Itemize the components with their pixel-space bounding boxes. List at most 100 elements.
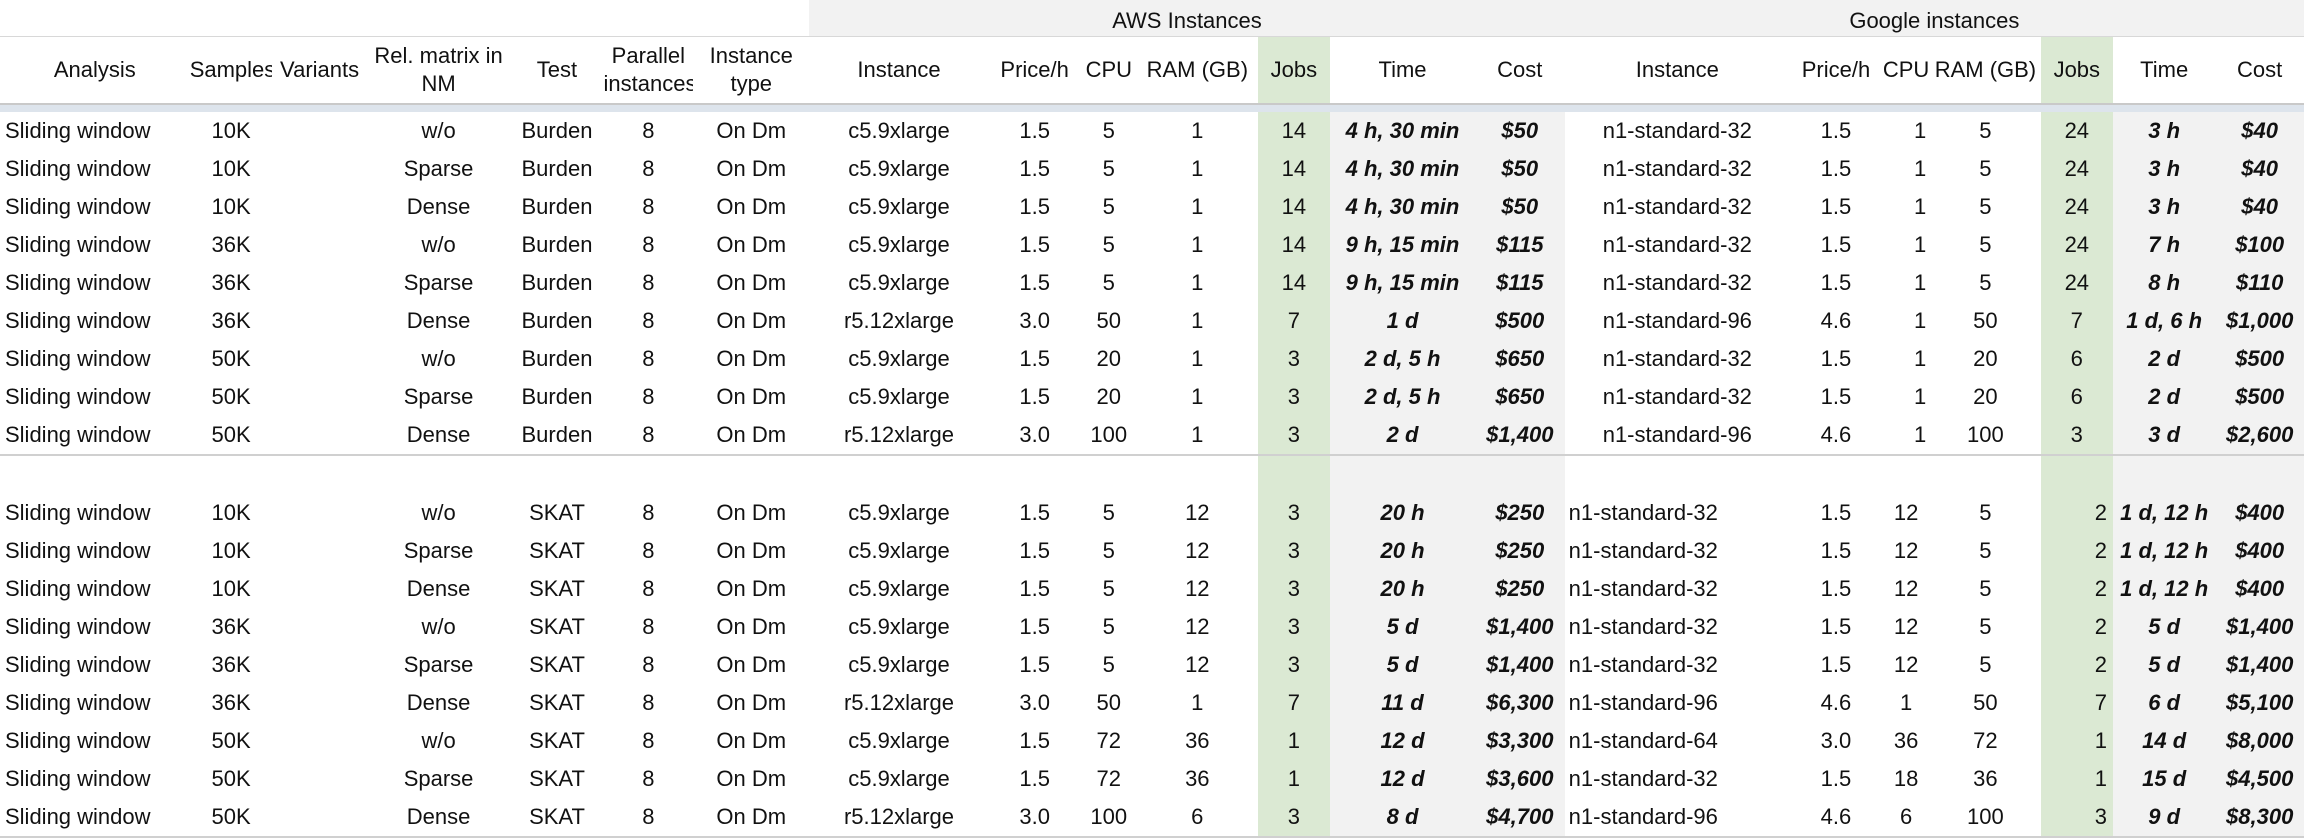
cell-samples: 50K bbox=[211, 346, 251, 371]
cell-analysis: Sliding window bbox=[5, 232, 151, 257]
cell-aws-cost: $50 bbox=[1474, 150, 1565, 188]
cell-test: Burden bbox=[510, 416, 604, 456]
cell-aws-time: 2 d, 5 h bbox=[1330, 378, 1475, 416]
col-test: Test bbox=[510, 36, 604, 105]
cell-google-jobs: 24 bbox=[2040, 264, 2114, 302]
cell-google-ram: 50 bbox=[1973, 308, 1998, 333]
cell-google-time: 8 h bbox=[2113, 264, 2216, 302]
cell-aws-ram: 1 bbox=[1191, 270, 1204, 295]
cell-google-instance: n1-standard-32 bbox=[1602, 156, 1752, 181]
cell-rel-matrix: Dense bbox=[366, 416, 511, 456]
cell-analysis: Sliding window bbox=[5, 652, 151, 677]
cell-google-ram: 5 bbox=[1979, 194, 1992, 219]
cell-aws-cpu: 100 bbox=[1080, 416, 1137, 456]
cell-aws-jobs: 1 bbox=[1257, 722, 1331, 760]
cell-google-ram: 20 bbox=[1973, 346, 1998, 371]
cell-aws-jobs: 3 bbox=[1257, 608, 1331, 646]
cell-aws-cost: $1,400 bbox=[1474, 646, 1565, 684]
cell-test: SKAT bbox=[529, 652, 585, 677]
cell-google-jobs: 2 bbox=[2040, 608, 2114, 646]
cell-aws-price: 3.0 bbox=[988, 416, 1081, 456]
col-instance-type: Instance type bbox=[693, 36, 810, 105]
cell-variants bbox=[272, 494, 366, 532]
cell-test: SKAT bbox=[529, 500, 585, 525]
cell-samples: 10K bbox=[211, 156, 251, 181]
cell-google-instance: n1-standard-32 bbox=[1602, 270, 1752, 295]
cell-variants bbox=[272, 646, 366, 684]
cell-aws-cost: $250 bbox=[1474, 494, 1565, 532]
col-aws-price: Price/h bbox=[988, 36, 1081, 105]
cell-aws-price: 1.5 bbox=[1019, 232, 1050, 257]
cell-aws-instance: r5.12xlarge bbox=[809, 416, 989, 456]
cell-google-time: 6 d bbox=[2113, 684, 2216, 722]
cell-instance-type: On Dm bbox=[716, 576, 787, 601]
cell-google-jobs: 3 bbox=[2040, 416, 2114, 456]
cell-google-jobs: 24 bbox=[2040, 150, 2114, 188]
cell-aws-price: 1.5 bbox=[1019, 118, 1050, 143]
cell-google-cost: $5,100 bbox=[2215, 684, 2304, 722]
cell-google-cost: $400 bbox=[2215, 532, 2304, 570]
cell-aws-time: 9 h, 15 min bbox=[1330, 264, 1475, 302]
cell-samples: 10K bbox=[211, 538, 251, 563]
col-aws-time: Time bbox=[1330, 36, 1475, 105]
cell-instance-type: On Dm bbox=[716, 500, 787, 525]
cell-aws-jobs: 3 bbox=[1257, 494, 1331, 532]
cell-test: Burden bbox=[521, 194, 593, 219]
cell-aws-cost: $3,600 bbox=[1474, 760, 1565, 798]
cell-google-ram: 72 bbox=[1973, 728, 1998, 753]
cell-aws-price: 3.0 bbox=[1019, 308, 1050, 333]
cell-analysis: Sliding window bbox=[5, 308, 151, 333]
cell-aws-ram: 1 bbox=[1191, 232, 1204, 257]
table-row: Sliding window 10K w/o Burden 8 On Dm c5.9xlar… bbox=[0, 112, 2304, 150]
cell-aws-cpu: 5 bbox=[1102, 576, 1115, 601]
cell-google-cost: $400 bbox=[2215, 494, 2304, 532]
table-row: Sliding window 50K Sparse SKAT 8 On Dm c5.9xla… bbox=[0, 760, 2304, 798]
cell-rel-matrix: Dense bbox=[406, 576, 471, 601]
cell-aws-ram: 1 bbox=[1191, 308, 1204, 333]
cell-aws-cost: $1,400 bbox=[1474, 416, 1565, 456]
cell-samples: 50K bbox=[211, 766, 251, 791]
cell-aws-cost: $115 bbox=[1474, 226, 1565, 264]
cell-google-cost: $100 bbox=[2215, 226, 2304, 264]
cell-google-price: 3.0 bbox=[1820, 728, 1852, 753]
cell-variants bbox=[272, 188, 366, 226]
cell-aws-time: 20 h bbox=[1330, 532, 1475, 570]
cell-google-price: 1.5 bbox=[1820, 232, 1852, 257]
cell-google-price: 1.5 bbox=[1820, 156, 1852, 181]
cell-google-instance: n1-standard-96 bbox=[1568, 690, 1718, 715]
cell-google-price: 4.6 bbox=[1789, 798, 1882, 838]
cell-instance-type: On Dm bbox=[716, 156, 787, 181]
cell-aws-time: 2 d bbox=[1330, 416, 1475, 456]
cell-aws-instance: r5.12xlarge bbox=[843, 690, 955, 715]
cell-analysis: Sliding window bbox=[5, 156, 151, 181]
cell-google-cpu: 36 bbox=[1893, 728, 1919, 753]
cell-parallel: 8 bbox=[642, 576, 655, 601]
cell-analysis: Sliding window bbox=[5, 346, 151, 371]
cell-aws-instance: c5.9xlarge bbox=[848, 614, 950, 639]
cell-google-ram: 5 bbox=[1979, 118, 1992, 143]
cell-google-price: 1.5 bbox=[1820, 384, 1852, 409]
cell-rel-matrix: Sparse bbox=[403, 652, 474, 677]
cell-google-instance: n1-standard-32 bbox=[1602, 118, 1752, 143]
cell-parallel: 8 bbox=[642, 652, 655, 677]
cell-aws-price: 1.5 bbox=[1019, 500, 1050, 525]
cell-google-cost: $110 bbox=[2215, 264, 2304, 302]
cell-variants bbox=[272, 112, 366, 150]
cell-aws-cpu: 5 bbox=[1102, 156, 1115, 181]
cell-aws-jobs: 3 bbox=[1257, 646, 1331, 684]
cell-instance-type: On Dm bbox=[716, 766, 787, 791]
cell-aws-time: 8 d bbox=[1330, 798, 1475, 838]
cell-parallel: 8 bbox=[642, 308, 655, 333]
cell-google-ram: 100 bbox=[1930, 416, 2041, 456]
cell-analysis: Sliding window bbox=[0, 416, 190, 456]
cell-samples: 36K bbox=[211, 690, 251, 715]
cell-aws-cpu: 5 bbox=[1102, 652, 1115, 677]
col-google-ram: RAM (GB) bbox=[1930, 36, 2041, 105]
cell-aws-ram: 1 bbox=[1191, 194, 1204, 219]
aws-group-header: AWS Instances bbox=[809, 0, 1565, 37]
cell-google-cpu: 1 bbox=[1881, 416, 1931, 456]
cell-aws-cost: $3,300 bbox=[1474, 722, 1565, 760]
cell-aws-ram: 1 bbox=[1191, 346, 1204, 371]
table-row: Sliding window 36K Dense SKAT 8 On Dm r5.12xla… bbox=[0, 684, 2304, 722]
